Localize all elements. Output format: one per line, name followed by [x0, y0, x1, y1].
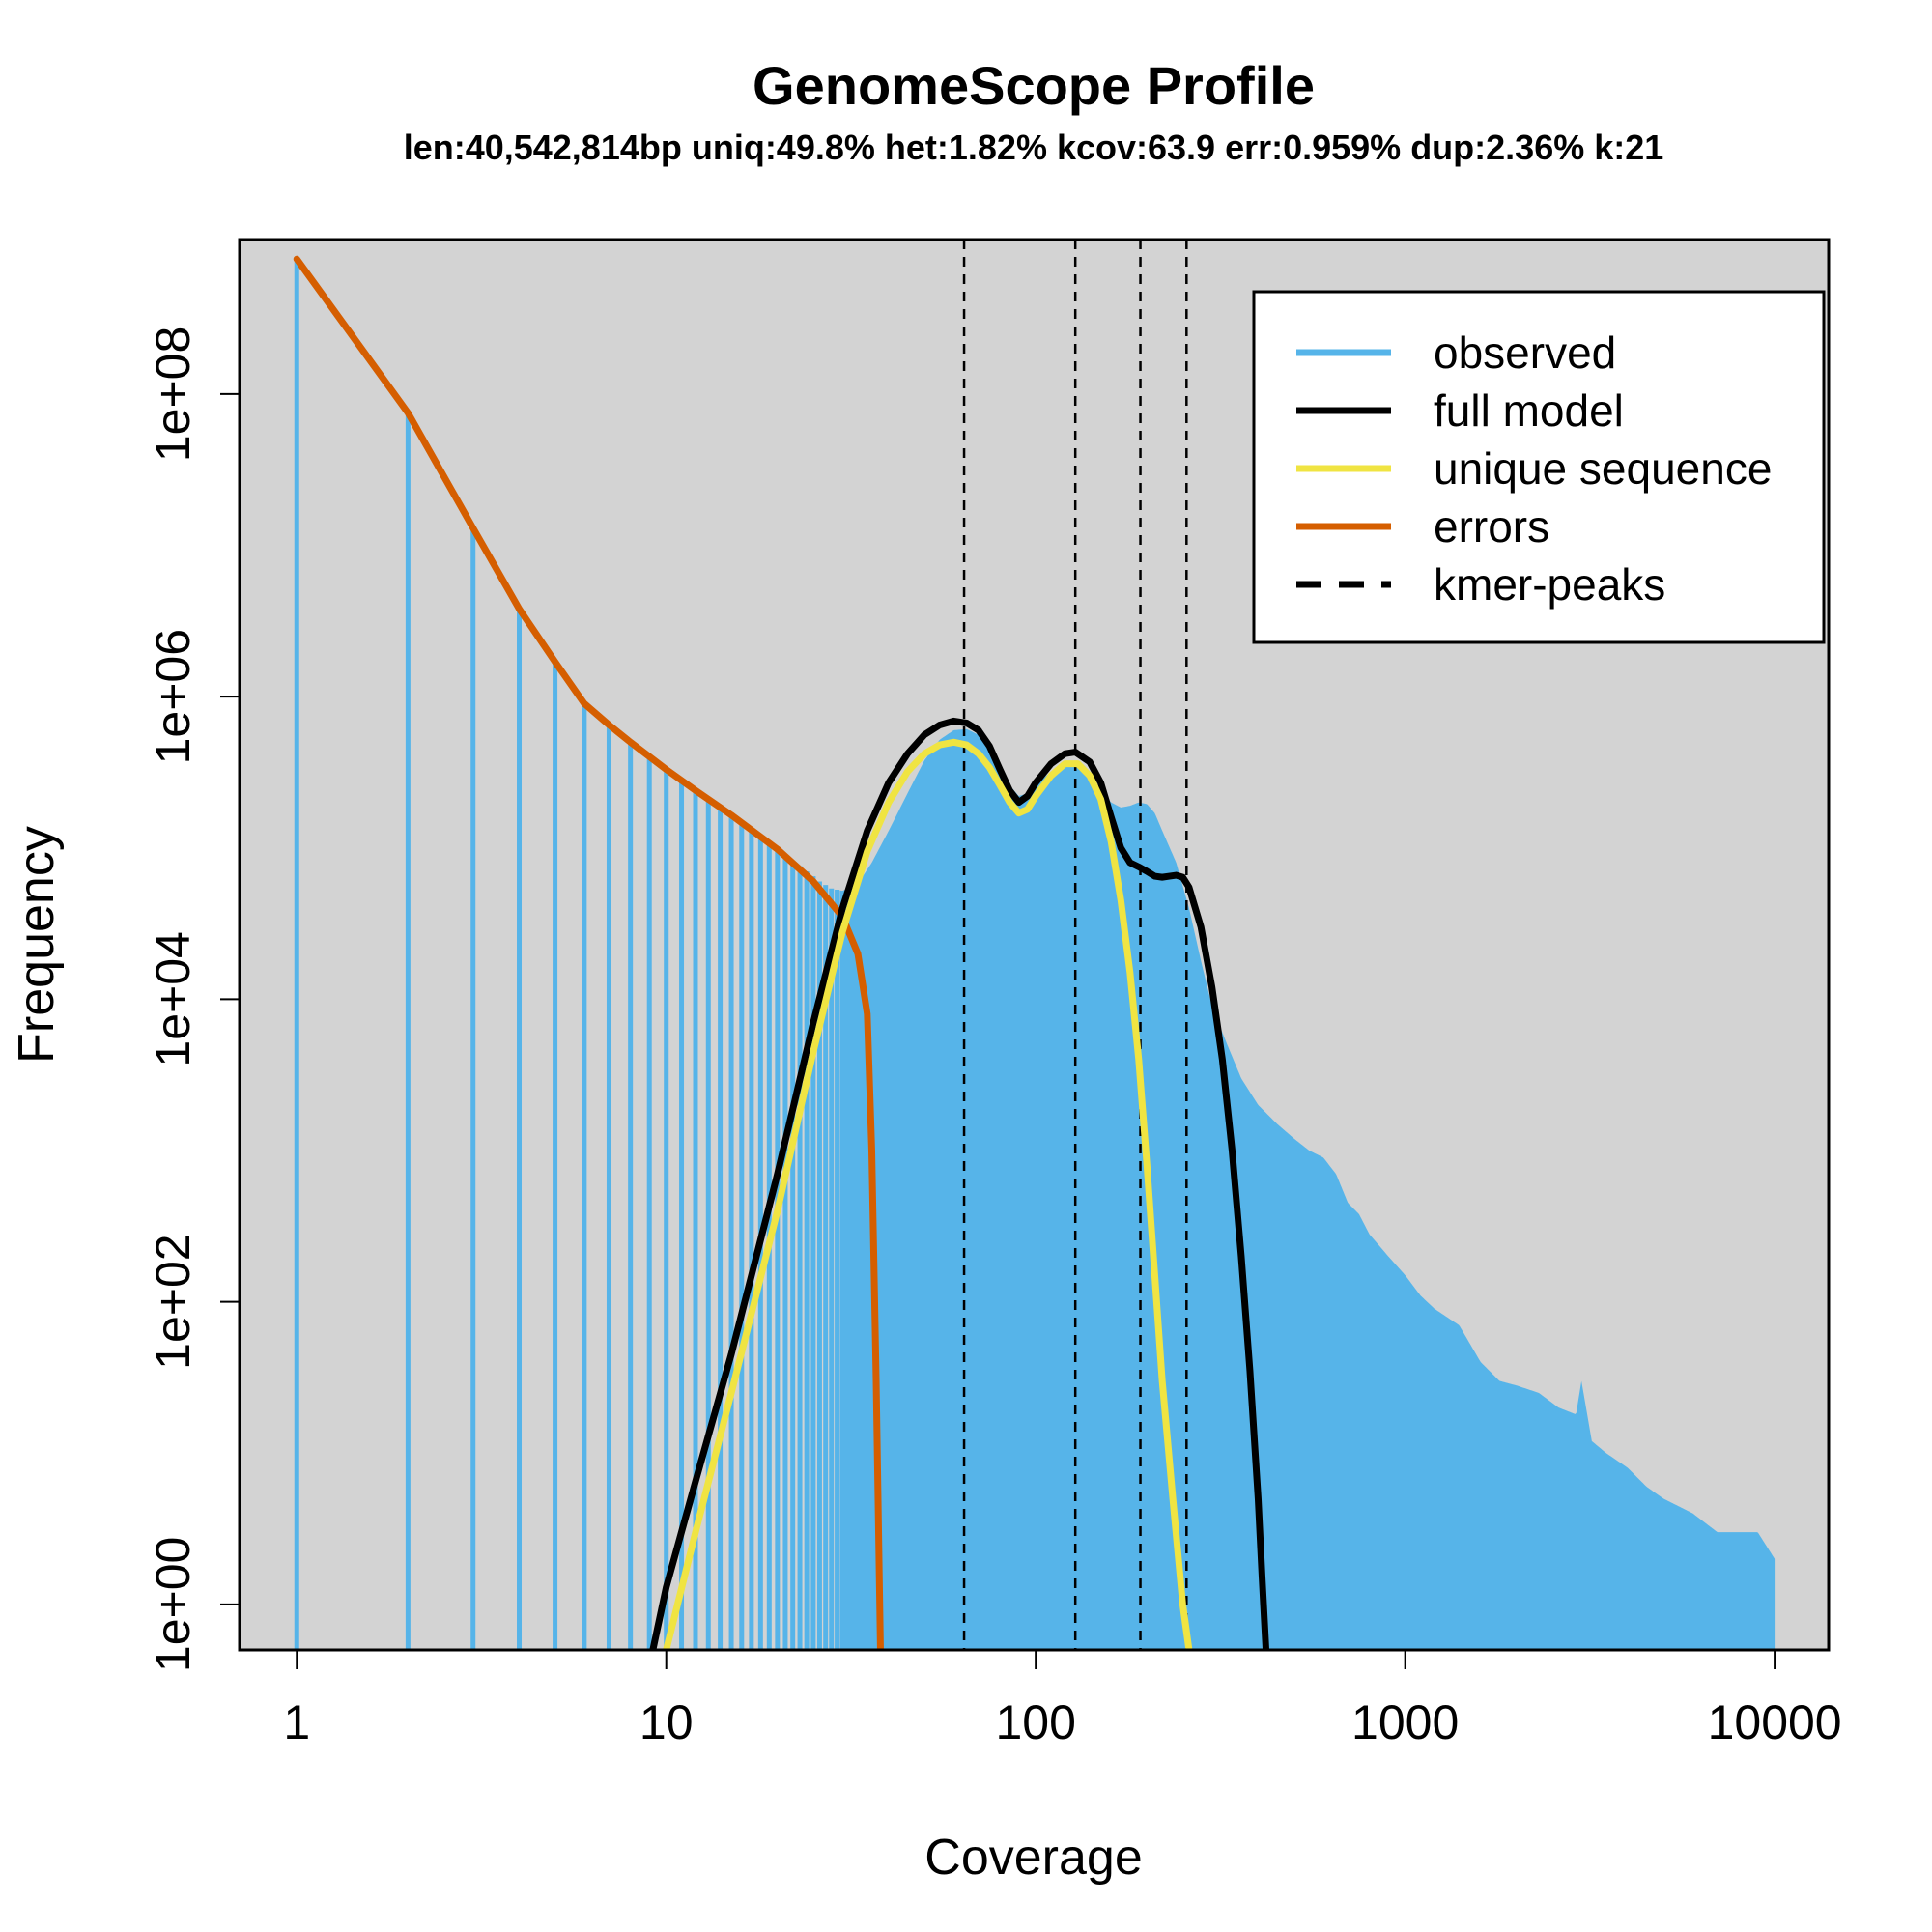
y-tick-label: 1e+02: [146, 1234, 200, 1369]
chart-subtitle: len:40,542,814bp uniq:49.8% het:1.82% kc…: [404, 128, 1664, 167]
observed-area: [839, 728, 1776, 1650]
unique-sequence-line: [663, 738, 1193, 1650]
y-tick-label: 1e+04: [146, 931, 200, 1066]
y-tick-label: 1e+00: [146, 1537, 200, 1672]
legend-label-unique-sequence: unique sequence: [1434, 443, 1772, 494]
full-model-line: [649, 717, 1270, 1650]
x-tick-label: 1000: [1351, 1695, 1459, 1749]
legend-label-kmer-peaks: kmer-peaks: [1434, 559, 1665, 610]
legend-label-observed: observed: [1434, 327, 1616, 378]
x-axis-label: Coverage: [924, 1830, 1142, 1886]
kmer-peaks: [962, 240, 1188, 1650]
chart-title: GenomeScope Profile: [753, 55, 1315, 116]
y-tick-label: 1e+06: [146, 629, 200, 764]
x-tick-label: 1: [283, 1695, 310, 1749]
x-tick-label: 10000: [1708, 1695, 1842, 1749]
y-axis: 1e+00 1e+02 1e+04 1e+06 1e+08: [146, 327, 241, 1672]
legend-label-errors: errors: [1434, 501, 1549, 552]
y-tick-label: 1e+08: [146, 327, 200, 462]
legend-label-full-model: full model: [1434, 385, 1624, 436]
y-axis-label: Frequency: [9, 826, 65, 1064]
legend: observed full model unique sequence errors k…: [1252, 290, 1826, 644]
x-axis: 1 10 100 1000 10000: [283, 1649, 1842, 1749]
plot-area: [293, 240, 1776, 1650]
x-tick-label: 100: [995, 1695, 1075, 1749]
x-tick-label: 10: [639, 1695, 694, 1749]
errors-line: [293, 255, 884, 1650]
